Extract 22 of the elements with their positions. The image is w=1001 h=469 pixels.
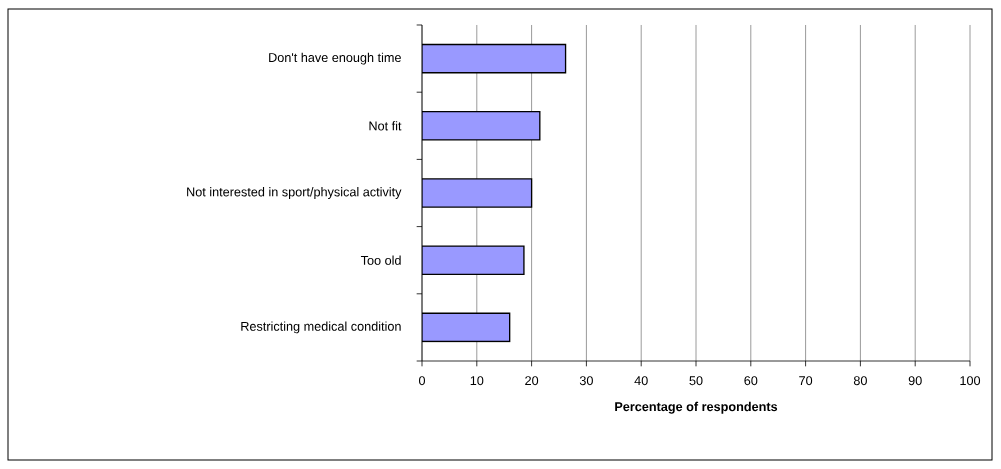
x-tick-label: 40: [634, 376, 648, 386]
x-tick-label: 70: [799, 376, 813, 386]
x-tick-label: 10: [470, 376, 484, 386]
x-tick-label: 80: [853, 376, 867, 386]
bar: [422, 43, 567, 74]
y-tick-label: Too old: [360, 255, 401, 265]
x-axis-title: Percentage of respondents: [615, 401, 778, 414]
x-tick-label: 0: [418, 376, 426, 386]
bar: [422, 312, 511, 343]
x-tick-label: 100: [960, 376, 981, 386]
y-tick-label: Restricting medical condition: [241, 321, 401, 334]
x-tick-label: 60: [744, 376, 758, 386]
bar: [422, 178, 533, 208]
y-tick-label: Don't have enough time: [269, 52, 401, 65]
x-tick-label: 20: [525, 376, 539, 386]
y-tick-label: Not fit: [369, 121, 402, 131]
x-tick-label: 90: [908, 376, 922, 386]
x-tick-label: 50: [689, 376, 703, 386]
y-tick-label: Not interested in sport/physical activity: [187, 187, 402, 199]
x-tick-label: 30: [579, 376, 593, 386]
bar: [422, 111, 541, 141]
bar: [422, 245, 525, 275]
